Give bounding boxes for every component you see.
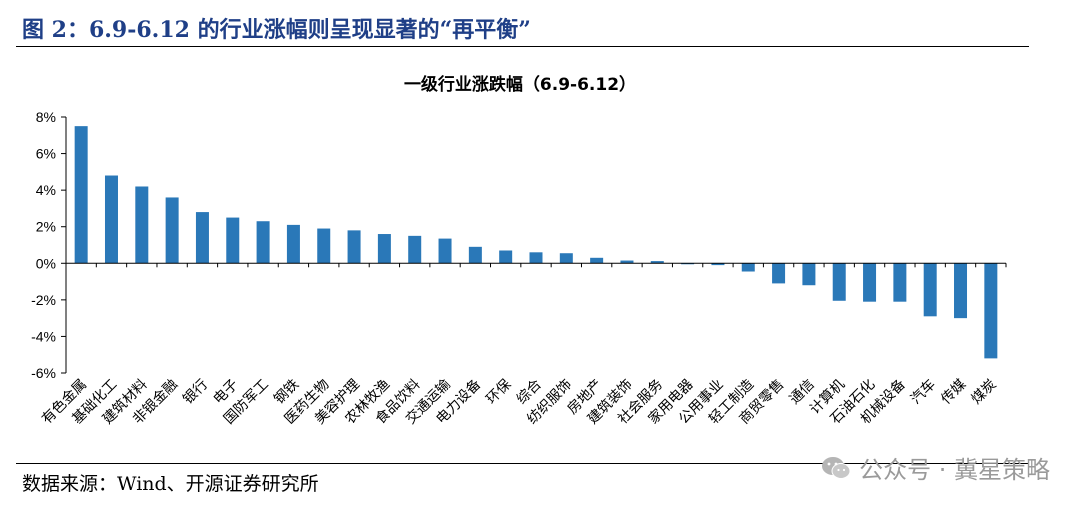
x-tick-label: 环保 (483, 377, 514, 408)
bar (195, 212, 209, 264)
bar (923, 263, 937, 317)
bar (529, 252, 543, 264)
bar (802, 263, 816, 286)
title-divider (16, 46, 1029, 47)
bar (226, 217, 240, 264)
y-tick-label: -6% (31, 365, 56, 381)
x-tick-label: 传媒 (938, 377, 969, 408)
bar (741, 263, 755, 272)
chart-title: 一级行业涨跌幅（6.9-6.12） (404, 74, 636, 95)
chart-svg: 一级行业涨跌幅（6.9-6.12） 8% 6% 4% 2% 0% -2% -4% -6% 有色… (31, 74, 1007, 428)
x-tick-label: 煤炭 (969, 377, 1000, 408)
wechat-icon (822, 456, 851, 479)
y-tick-label: 4% (36, 182, 56, 198)
bar (711, 263, 725, 266)
bar (256, 221, 270, 264)
bar (590, 257, 604, 264)
bar (468, 246, 482, 264)
bar (104, 175, 118, 264)
y-tick-label: -2% (31, 292, 56, 308)
x-axis (65, 262, 1007, 268)
bar-series (74, 126, 998, 359)
x-tick-label: 银行 (180, 377, 211, 408)
y-tick-label: 2% (36, 219, 56, 235)
y-tick-label: 0% (36, 255, 56, 271)
bar (317, 228, 331, 264)
bar (832, 263, 846, 301)
bar (438, 238, 452, 264)
source-note: 数据来源：Wind、开源证券研究所 (22, 473, 319, 495)
watermark-text: 公众号 · 冀星策略 (859, 456, 1050, 484)
bar (620, 260, 634, 264)
bar (984, 263, 998, 359)
bar (377, 234, 391, 264)
watermark: 公众号 · 冀星策略 (821, 450, 1050, 485)
bar-chart: 一级行业涨跌幅（6.9-6.12） 8% 6% 4% 2% 0% -2% -4% -6% 有色… (0, 48, 1080, 463)
bar (893, 263, 907, 302)
y-tick-label: -4% (31, 328, 56, 344)
bar (954, 263, 968, 319)
bar (74, 126, 88, 264)
figure-title: 图 2：6.9-6.12 的行业涨幅则呈现显著的“再平衡” (22, 17, 531, 43)
y-tick-label: 8% (36, 109, 56, 125)
y-axis: 8% 6% 4% 2% 0% -2% -4% -6% (31, 109, 67, 381)
bar (772, 263, 786, 284)
bar (135, 186, 149, 264)
bar (286, 224, 300, 264)
bar (650, 261, 664, 264)
source-divider (16, 463, 1029, 464)
bar (863, 263, 877, 302)
y-tick-label: 6% (36, 146, 56, 162)
x-tick-label: 汽车 (907, 376, 939, 408)
bar (408, 235, 422, 264)
bar (559, 253, 573, 264)
bar (499, 250, 513, 264)
bar (347, 230, 361, 264)
bar (165, 197, 179, 264)
